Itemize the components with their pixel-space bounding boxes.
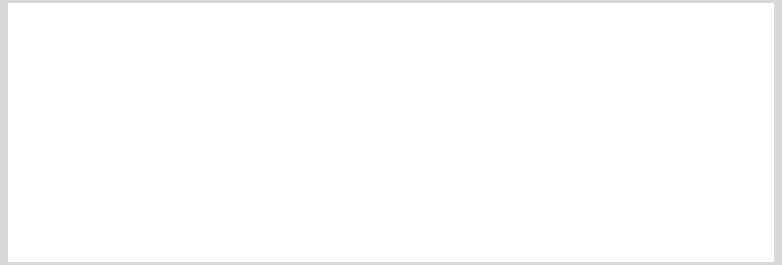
Wedge shape <box>219 58 314 228</box>
Text: 29,8%: 29,8% <box>101 194 149 209</box>
Wedge shape <box>127 37 219 132</box>
Text: 9,5%: 9,5% <box>242 17 281 32</box>
Text: 1,2%: 1,2% <box>204 9 242 24</box>
Wedge shape <box>124 104 219 228</box>
Legend: Under 30 år: 1, 30-39 år:8, 40-49 år:33, 50-59 år:25, 60 år eller eldre:17: Under 30 år: 1, 30-39 år:8, 40-49 år:33,… <box>365 69 540 196</box>
Text: 20,2%: 20,2% <box>126 31 174 46</box>
Wedge shape <box>219 37 278 132</box>
Wedge shape <box>219 37 226 132</box>
Text: 39,3%: 39,3% <box>304 164 353 178</box>
